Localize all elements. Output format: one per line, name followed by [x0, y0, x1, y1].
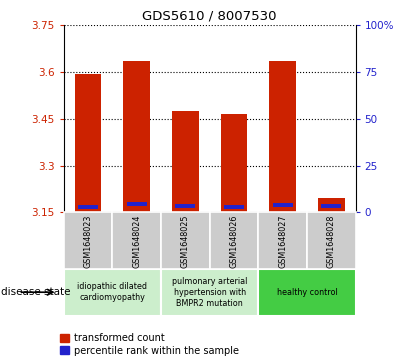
Text: GSM1648025: GSM1648025 — [181, 215, 190, 268]
Bar — [318, 198, 344, 212]
Text: GSM1648026: GSM1648026 — [229, 215, 238, 268]
Bar — [161, 212, 210, 269]
Bar — [258, 212, 307, 269]
Bar — [78, 204, 98, 209]
Title: GDS5610 / 8007530: GDS5610 / 8007530 — [142, 10, 277, 23]
Bar — [175, 204, 195, 208]
Bar — [269, 61, 296, 212]
Legend: transformed count, percentile rank within the sample: transformed count, percentile rank withi… — [60, 333, 239, 356]
Text: GSM1648028: GSM1648028 — [327, 215, 336, 268]
Text: idiopathic dilated
cardiomyopathy: idiopathic dilated cardiomyopathy — [77, 282, 147, 302]
Text: healthy control: healthy control — [277, 288, 337, 297]
Bar — [307, 212, 356, 269]
Bar — [112, 212, 161, 269]
Bar — [258, 269, 356, 316]
Bar — [221, 114, 247, 212]
Bar — [224, 204, 244, 209]
Text: GSM1648023: GSM1648023 — [83, 215, 92, 268]
Bar — [127, 202, 147, 206]
Bar — [64, 212, 112, 269]
Bar — [161, 269, 258, 316]
Bar — [123, 61, 150, 212]
Bar — [272, 203, 293, 207]
Bar — [321, 204, 341, 208]
Bar — [210, 212, 258, 269]
Bar — [75, 74, 102, 212]
Text: GSM1648024: GSM1648024 — [132, 215, 141, 268]
Bar — [172, 111, 199, 212]
Text: pulmonary arterial
hypertension with
BMPR2 mutation: pulmonary arterial hypertension with BMP… — [172, 277, 247, 308]
Text: GSM1648027: GSM1648027 — [278, 215, 287, 268]
Text: disease state: disease state — [1, 287, 70, 297]
Bar — [64, 269, 161, 316]
